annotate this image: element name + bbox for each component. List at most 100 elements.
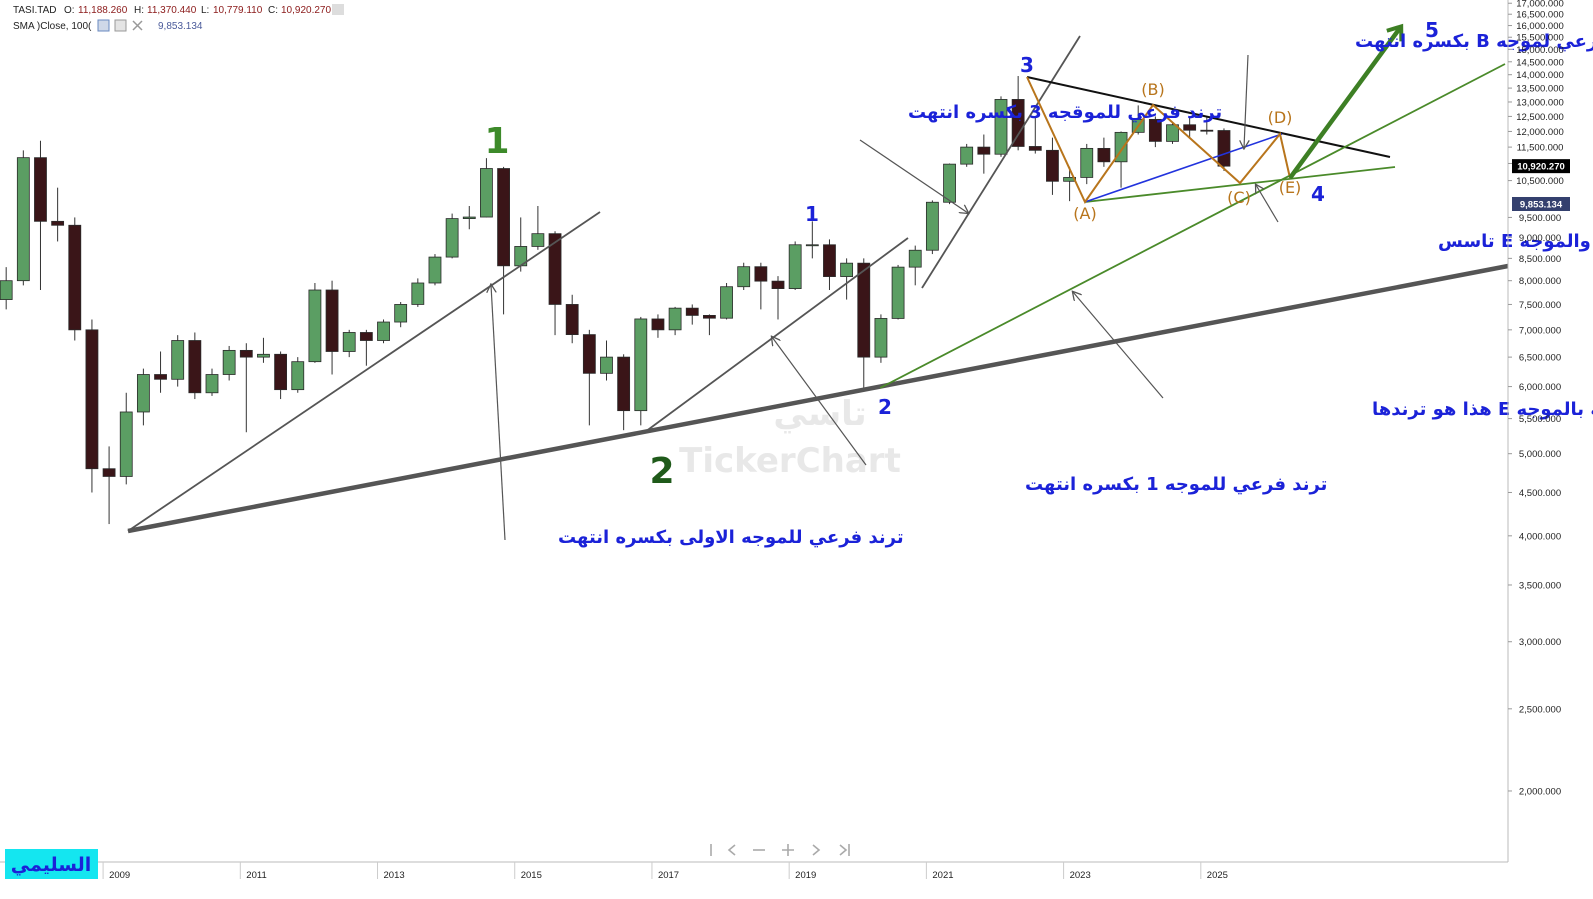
nav-left[interactable]: [727, 844, 736, 856]
candle-body: [943, 163, 956, 203]
x-tick-label: 2015: [521, 870, 542, 881]
wave-label: (E): [1279, 178, 1302, 197]
annotations: 1 2 3 4 5 1 2 (A) (B) (C) (D) (E) ترند ف…: [484, 18, 1593, 548]
candle-body: [274, 353, 288, 391]
wave-label: (A): [1073, 204, 1096, 223]
y-tick-label: 14,500.000: [1516, 57, 1564, 68]
candle-body: [394, 304, 408, 323]
candle-body: [617, 356, 631, 412]
candle-body: [668, 307, 682, 331]
candle-body: [16, 157, 30, 282]
x-tick-label: 2017: [658, 870, 679, 881]
pointer-arrow: [1073, 292, 1164, 399]
wave-label: 3: [1020, 53, 1034, 77]
indicator-remove[interactable]: [132, 20, 143, 31]
y-tick-label: 2,500.000: [1519, 704, 1561, 715]
candle-body: [840, 262, 854, 277]
nav-right[interactable]: [812, 844, 821, 856]
indicator-value: 9,853.134: [158, 21, 203, 32]
wave-label: 2: [878, 395, 892, 419]
y-tick-label: 11,500.000: [1517, 143, 1564, 154]
y-tick-label: 4,000.000: [1519, 531, 1561, 542]
y-tick-label: 13,000.000: [1516, 97, 1564, 108]
candle-body: [359, 332, 373, 341]
candle-body: [1097, 147, 1111, 163]
candle-body: [703, 315, 716, 319]
candle-body: [1028, 146, 1042, 151]
candle-body: [411, 282, 425, 305]
wave-label: (C): [1227, 188, 1251, 207]
indicator-visible[interactable]: [97, 19, 110, 32]
candle-body: [737, 266, 751, 288]
candle-body: [154, 374, 167, 380]
nav-zoom-in[interactable]: [782, 844, 794, 856]
trend-lines: [127, 23, 1509, 541]
x-tick-label: 2009: [109, 870, 130, 881]
candle-body: [222, 349, 236, 375]
y-tick-label: 5,000.000: [1519, 449, 1561, 460]
candle-body: [994, 99, 1008, 155]
candle-body: [1166, 124, 1179, 142]
wave-label: 5: [1425, 18, 1439, 42]
trend-line: [1026, 76, 1391, 158]
pointer-arrow: [772, 337, 867, 466]
y-tick-label: 2,000.000: [1519, 786, 1561, 797]
y-tick-label: 3,000.000: [1519, 637, 1561, 648]
wave-path: [1026, 76, 1291, 204]
candle-body: [428, 256, 442, 284]
candle-body: [634, 318, 648, 412]
candle-body: [308, 289, 322, 363]
candle-body: [1217, 130, 1231, 167]
price-badge: [1512, 196, 1570, 211]
candle-body: [548, 233, 562, 305]
candle-body: [651, 318, 665, 331]
ohlc-value: 10,779.110: [213, 5, 263, 16]
annotation: عندما تنهي الرابعه بالموجه E هذا هو ترند…: [1372, 399, 1593, 420]
candle-body: [874, 318, 888, 358]
candle-body: [977, 146, 991, 155]
candle-body: [51, 220, 65, 226]
candle-body: [1046, 149, 1059, 182]
candle-body: [1080, 147, 1094, 178]
ohlc-value: 11,370.440: [147, 5, 197, 16]
y-tick-label: 17,000.000: [1516, 0, 1564, 10]
nav-end[interactable]: [839, 844, 850, 856]
trend-line: [921, 35, 1081, 289]
candle-body: [257, 353, 270, 358]
candle-body: [102, 468, 116, 477]
annotation: ترند فرعي للموجه 1 بكسره انتهت: [1025, 474, 1327, 495]
ohlc-key: C:: [268, 5, 278, 16]
wave-label: (D): [1268, 108, 1293, 127]
candle-body: [377, 321, 390, 341]
candle-body: [1011, 99, 1025, 147]
x-tick-label: 2021: [932, 870, 953, 881]
candle-body: [119, 411, 133, 477]
trend-line: [644, 237, 909, 433]
candle-body: [823, 244, 836, 277]
candle-body: [685, 307, 699, 316]
candle-body: [342, 332, 356, 352]
candle-body: [960, 146, 974, 165]
y-tick-label: 10,500.000: [1516, 176, 1564, 187]
candle-body: [1148, 118, 1162, 142]
candle-body: [325, 289, 339, 352]
y-tick-label: 3,500.000: [1519, 580, 1561, 591]
candle-body: [171, 340, 185, 380]
trend-line: [879, 63, 1506, 389]
x-tick-label: 2013: [384, 870, 405, 881]
y-tick-label: 12,000.000: [1516, 127, 1564, 138]
menu-button[interactable]: [332, 4, 344, 15]
candle-body: [462, 216, 476, 219]
pointer-arrow: [491, 285, 506, 541]
indicator-settings[interactable]: [114, 19, 127, 32]
author-badge: [5, 849, 98, 879]
projection-arrow: [1288, 23, 1404, 180]
y-tick-label: 12,500.000: [1516, 112, 1564, 123]
candle-body: [531, 233, 545, 247]
ohlc-key: H:: [134, 5, 144, 16]
wave-label: 2: [649, 451, 674, 492]
ohlc-key: L:: [201, 5, 209, 16]
y-tick-label: 9,500.000: [1519, 213, 1561, 224]
candle-body: [497, 168, 510, 267]
